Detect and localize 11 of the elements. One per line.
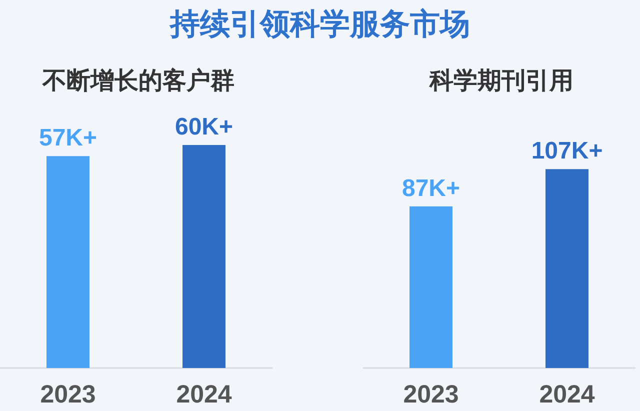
x-tick-label: 2023 xyxy=(403,380,459,408)
x-tick-label: 2024 xyxy=(176,380,232,408)
chart-title: 持续引领科学服务市场 xyxy=(168,6,471,44)
data-label: 60K+ xyxy=(174,114,234,140)
data-label: 87K+ xyxy=(402,174,460,202)
x-tick-label: 2023 xyxy=(40,380,96,408)
data-label: 57K+ xyxy=(38,124,98,152)
data-label: 107K+ xyxy=(531,138,603,165)
x-tick-label: 2024 xyxy=(539,380,595,408)
chart-subtitle: 不断增长的客户群 xyxy=(42,68,234,94)
chart-subtitle: 科学期刊引用 xyxy=(428,68,574,94)
